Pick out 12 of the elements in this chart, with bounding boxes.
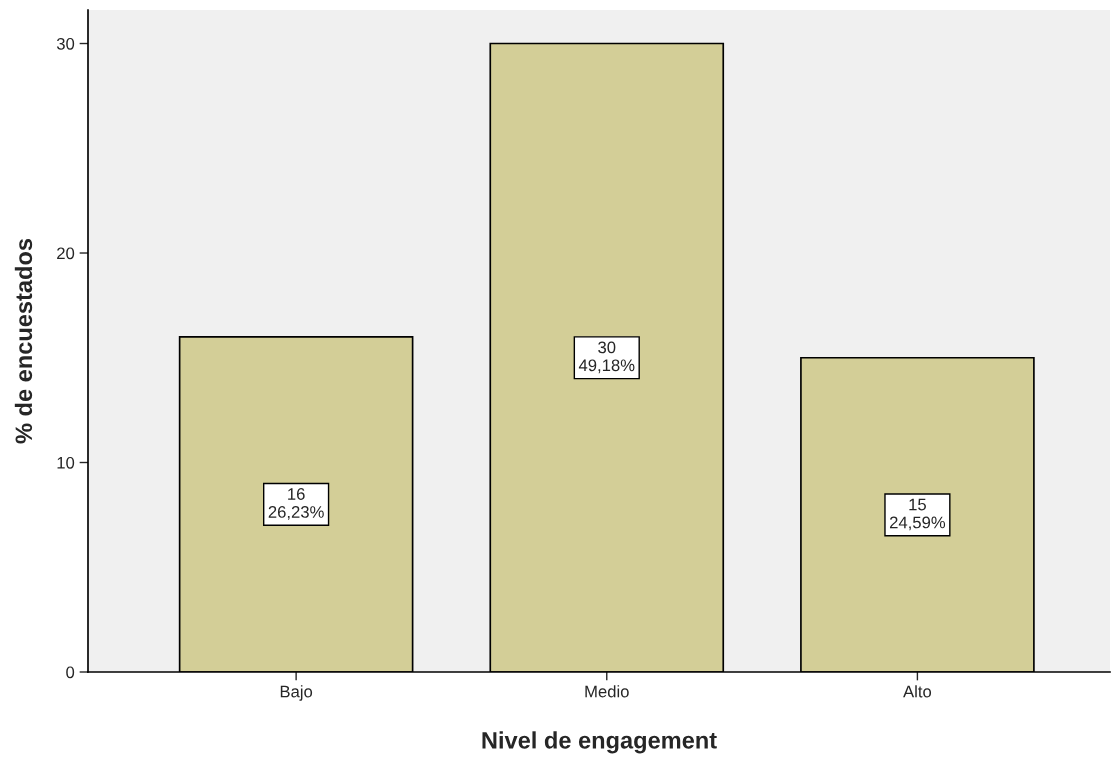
x-tick-label: Bajo (280, 685, 313, 701)
data-label: 30 49,18% (578, 341, 635, 374)
x-axis-title: Nivel de engagement (482, 731, 717, 754)
x-tick-label: Medio (585, 685, 629, 698)
y-tick-label: 30 (56, 37, 75, 50)
y-tick-label: 10 (57, 456, 75, 469)
x-tick-label: Alto (903, 685, 932, 698)
data-label: 16 26,23% (268, 488, 324, 520)
data-label: 15 24,59% (889, 498, 946, 531)
y-tick-label: 20 (57, 247, 75, 260)
y-axis-title: % de encuestados (14, 238, 33, 444)
y-tick-label: 0 (66, 666, 75, 679)
